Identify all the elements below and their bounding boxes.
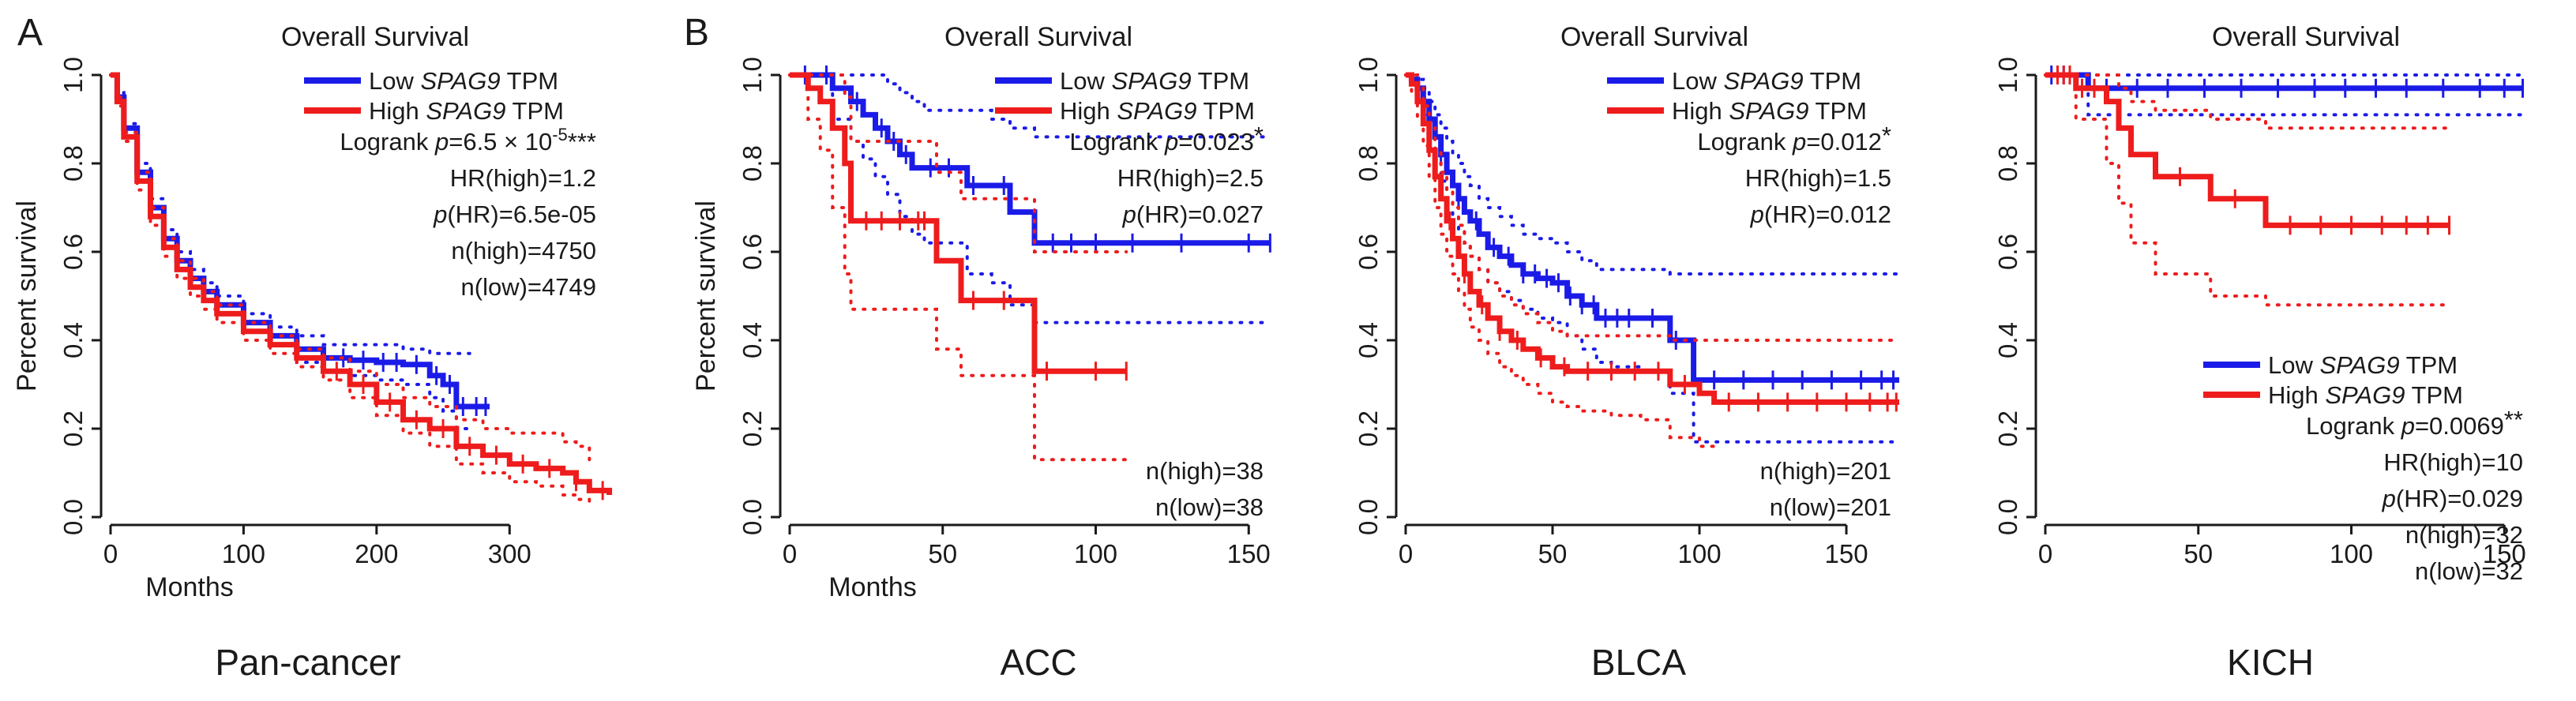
chart-caption: ACC [1000,642,1076,683]
x-tick-label: 50 [1538,539,1568,568]
y-axis-label: Percent survival [691,201,721,392]
y-tick-label: 0.8 [1354,145,1383,182]
hr-stat: HR(high)=2.5 [1117,164,1264,192]
y-tick-label: 0.0 [58,499,88,535]
chart-caption: KICH [2227,642,2314,683]
legend-label-low: Low SPAG9 TPM [369,67,558,95]
high-survival-curve [111,72,613,495]
n-low-stat: n(low)=201 [1770,493,1891,521]
n-low-stat: n(low)=32 [2415,557,2523,585]
high-ci-lower [788,73,1128,462]
phr-stat: p(HR)=6.5e-05 [433,201,596,228]
chart-title: Overall Survival [281,22,469,52]
chart-caption: BLCA [1591,642,1686,683]
n-high-stat: n(high)=201 [1760,457,1891,485]
y-tick-label: 0.4 [58,322,88,358]
chart-title: Overall Survival [2212,22,2400,52]
x-tick-label: 100 [222,539,265,568]
x-tick-label: 200 [355,539,398,568]
x-tick-label: 0 [103,539,118,568]
legend-label-high: High SPAG9 TPM [369,97,564,125]
n-high-stat: n(high)=32 [2405,521,2523,549]
legend-label-low: Low SPAG9 TPM [1672,67,1861,95]
phr-stat: p(HR)=0.027 [1122,201,1264,228]
high-ci-upper [2044,73,2451,130]
chart-kich: Overall Survival 0 50 100 150 0.0 0.2 0.4 0.6 0.8… [1993,22,2526,683]
chart-title: Overall Survival [944,22,1132,52]
y-tick-label: 0.8 [58,145,88,182]
y-tick-label: 0.4 [1354,322,1383,358]
x-axis-label: Months [828,572,917,602]
x-tick-label: 0 [783,539,797,568]
hr-stat: HR(high)=1.5 [1745,164,1891,192]
logrank-stat: Logrank p=0.012* [1697,122,1891,156]
y-tick-label: 1.0 [1354,57,1383,93]
chart-title: Overall Survival [1560,22,1748,52]
y-tick-label: 0.6 [738,234,767,270]
x-tick-label: 100 [1074,539,1117,568]
high-ci-lower [1404,73,1716,448]
y-tick-label: 0.4 [738,322,767,358]
logrank-stat: Logrank p=0.023* [1069,122,1264,156]
n-high-stat: n(high)=4750 [451,237,596,264]
hr-stat: HR(high)=10 [2383,448,2523,476]
legend-label-low: Low SPAG9 TPM [1060,67,1249,95]
y-tick-label: 0.2 [1354,410,1383,447]
x-tick-label: 0 [2038,539,2052,568]
y-tick-label: 0.0 [1993,499,2022,535]
phr-stat: p(HR)=0.012 [1750,201,1891,228]
y-tick-label: 0.6 [1354,234,1383,270]
legend-label-high: High SPAG9 TPM [1060,97,1255,125]
y-tick-label: 0.8 [1993,145,2022,182]
logrank-stat: Logrank p=0.0069** [2306,406,2523,440]
low-survival-curve [2045,72,2523,92]
legend-label-high: High SPAG9 TPM [2268,381,2463,409]
low-ci-upper [788,73,1272,139]
y-tick-label: 0.6 [1993,234,2022,270]
x-tick-label: 150 [1227,539,1271,568]
x-tick-label: 100 [2330,539,2373,568]
x-tick-label: 150 [1825,539,1868,568]
y-tick-label: 1.0 [1993,57,2022,93]
high-ci-lower [2044,73,2451,307]
chart-caption: Pan-cancer [215,642,400,683]
x-tick-label: 100 [1677,539,1721,568]
y-tick-label: 0.2 [1993,410,2022,447]
x-tick-label: 50 [2184,539,2213,568]
legend-label-low: Low SPAG9 TPM [2268,351,2458,379]
n-high-stat: n(high)=38 [1146,457,1264,485]
hr-stat: HR(high)=1.2 [450,164,596,192]
high-ci-upper [1404,73,1901,342]
y-tick-label: 0.4 [1993,322,2022,358]
chart-acc: Overall Survival 0 50 100 150 0.0 0.2 0.4 0.6 0.8… [691,22,1272,683]
y-tick-label: 1.0 [738,57,767,93]
y-tick-label: 0.6 [58,234,88,270]
x-axis-label: Months [145,572,234,602]
y-tick-label: 1.0 [58,57,88,93]
high-survival-curve [2045,72,2450,228]
n-low-stat: n(low)=38 [1155,493,1264,521]
chart-blca: Overall Survival 0 50 100 150 0.0 0.2 0.4 0.6 0.8… [1354,22,1901,683]
n-low-stat: n(low)=4749 [461,273,596,301]
panel-letter-b: B [684,12,710,54]
x-tick-label: 150 [2483,539,2526,568]
panel-letter-a: A [17,12,43,54]
x-tick-label: 50 [928,539,957,568]
phr-stat: p(HR)=0.029 [2382,485,2523,512]
legend-label-high: High SPAG9 TPM [1672,97,1867,125]
x-tick-label: 0 [1399,539,1413,568]
y-axis-label: Percent survival [12,201,42,392]
y-tick-label: 0.2 [738,410,767,447]
y-tick-label: 0.0 [1354,499,1383,535]
y-tick-label: 0.8 [738,145,767,182]
chart-pan-cancer: Overall Survival 0 100 200 300 0.0 0.2 0.4 0.6 0.… [12,22,613,683]
y-tick-label: 0.2 [58,410,88,447]
y-tick-label: 0.0 [738,499,767,535]
x-tick-label: 300 [488,539,531,568]
logrank-stat: Logrank p=6.5 × 10-5*** [340,125,596,156]
